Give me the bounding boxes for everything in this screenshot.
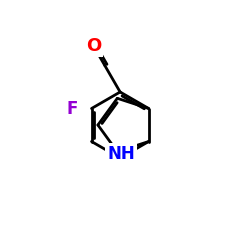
Text: F: F (66, 100, 78, 117)
Text: N: N (112, 149, 128, 167)
Text: NH: NH (107, 145, 135, 163)
Text: O: O (86, 38, 102, 56)
